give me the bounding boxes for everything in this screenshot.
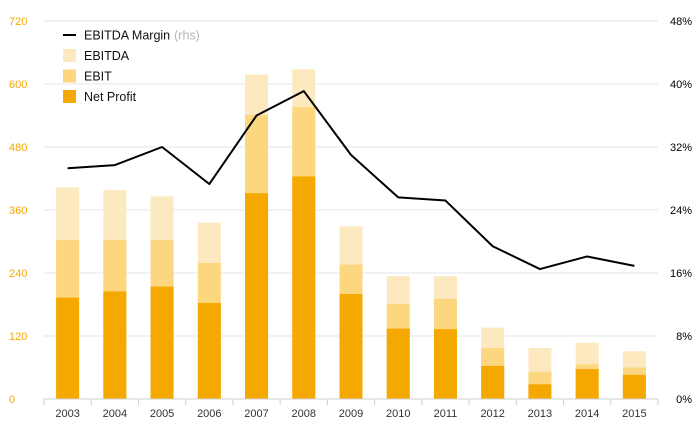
legend-box-swatch: [63, 49, 76, 62]
bar-net-profit: [339, 294, 363, 399]
right-axis-tick-label: 40%: [670, 79, 692, 91]
gridlines: [44, 20, 658, 337]
bar-net-profit: [103, 291, 127, 399]
legend-label: EBIT: [84, 70, 112, 84]
bar-net-profit: [528, 384, 552, 399]
x-axis-tick-label: 2005: [150, 408, 174, 420]
x-axis-tick-label: 2012: [480, 408, 504, 420]
left-axis-tick-label: 480: [9, 142, 27, 154]
x-axis-tick-label: 2008: [292, 408, 316, 420]
right-axis-tick-label: 16%: [670, 268, 692, 280]
legend-label-suffix: (rhs): [174, 29, 200, 43]
bar-net-profit: [197, 302, 221, 399]
right-axis-tick-label: 32%: [670, 142, 692, 154]
x-axis-tick-label: 2007: [244, 408, 268, 420]
x-axis-tick-label: 2011: [434, 408, 458, 420]
x-axis-tick-label: 2010: [386, 408, 410, 420]
left-axis-tick-label: 120: [9, 331, 27, 343]
x-axis-tick-label: 2009: [339, 408, 363, 420]
bar-net-profit: [481, 365, 505, 399]
bar-net-profit: [245, 193, 269, 399]
legend-label: EBITDA Margin (rhs): [84, 29, 200, 43]
bars: [56, 69, 646, 400]
x-axis-tick-label: 2004: [103, 408, 127, 420]
bar-net-profit: [575, 369, 599, 399]
legend-box-swatch: [63, 69, 76, 83]
x-axis-tick-label: 2006: [197, 408, 221, 420]
left-axis-tick-label: 600: [9, 79, 27, 91]
left-axis-tick-label: 720: [9, 16, 27, 28]
left-axis-tick-label: 360: [9, 205, 27, 217]
legend-box-swatch: [63, 90, 76, 103]
x-axis-tick-label: 2014: [575, 408, 599, 420]
bar-net-profit: [150, 286, 174, 399]
left-axis-tick-label: 0: [9, 394, 15, 406]
axes: 0 0% 120 8% 240 16% 360 24% 480 32% 600 40% 720 48% 20…: [9, 16, 692, 420]
bar-net-profit: [292, 176, 316, 399]
legend: EBITDA Margin (rhs) EBITDA EBIT Net Profit: [63, 29, 200, 104]
legend-label: EBITDA: [84, 49, 130, 63]
legend-label: Net Profit: [84, 90, 137, 104]
right-axis-tick-label: 48%: [670, 16, 692, 28]
right-axis-tick-label: 8%: [676, 331, 692, 343]
x-axis-tick-label: 2013: [528, 408, 552, 420]
right-axis-tick-label: 0%: [676, 394, 692, 406]
x-axis-tick-label: 2015: [622, 408, 646, 420]
bar-net-profit: [622, 374, 646, 399]
bar-net-profit: [386, 328, 410, 399]
right-axis-tick-label: 24%: [670, 205, 692, 217]
bar-net-profit: [56, 297, 80, 399]
left-axis-tick-label: 240: [9, 268, 27, 280]
bar-net-profit: [433, 329, 457, 399]
x-axis-tick-label: 2003: [55, 408, 79, 420]
ebitda-margin-line-group: [67, 90, 635, 271]
